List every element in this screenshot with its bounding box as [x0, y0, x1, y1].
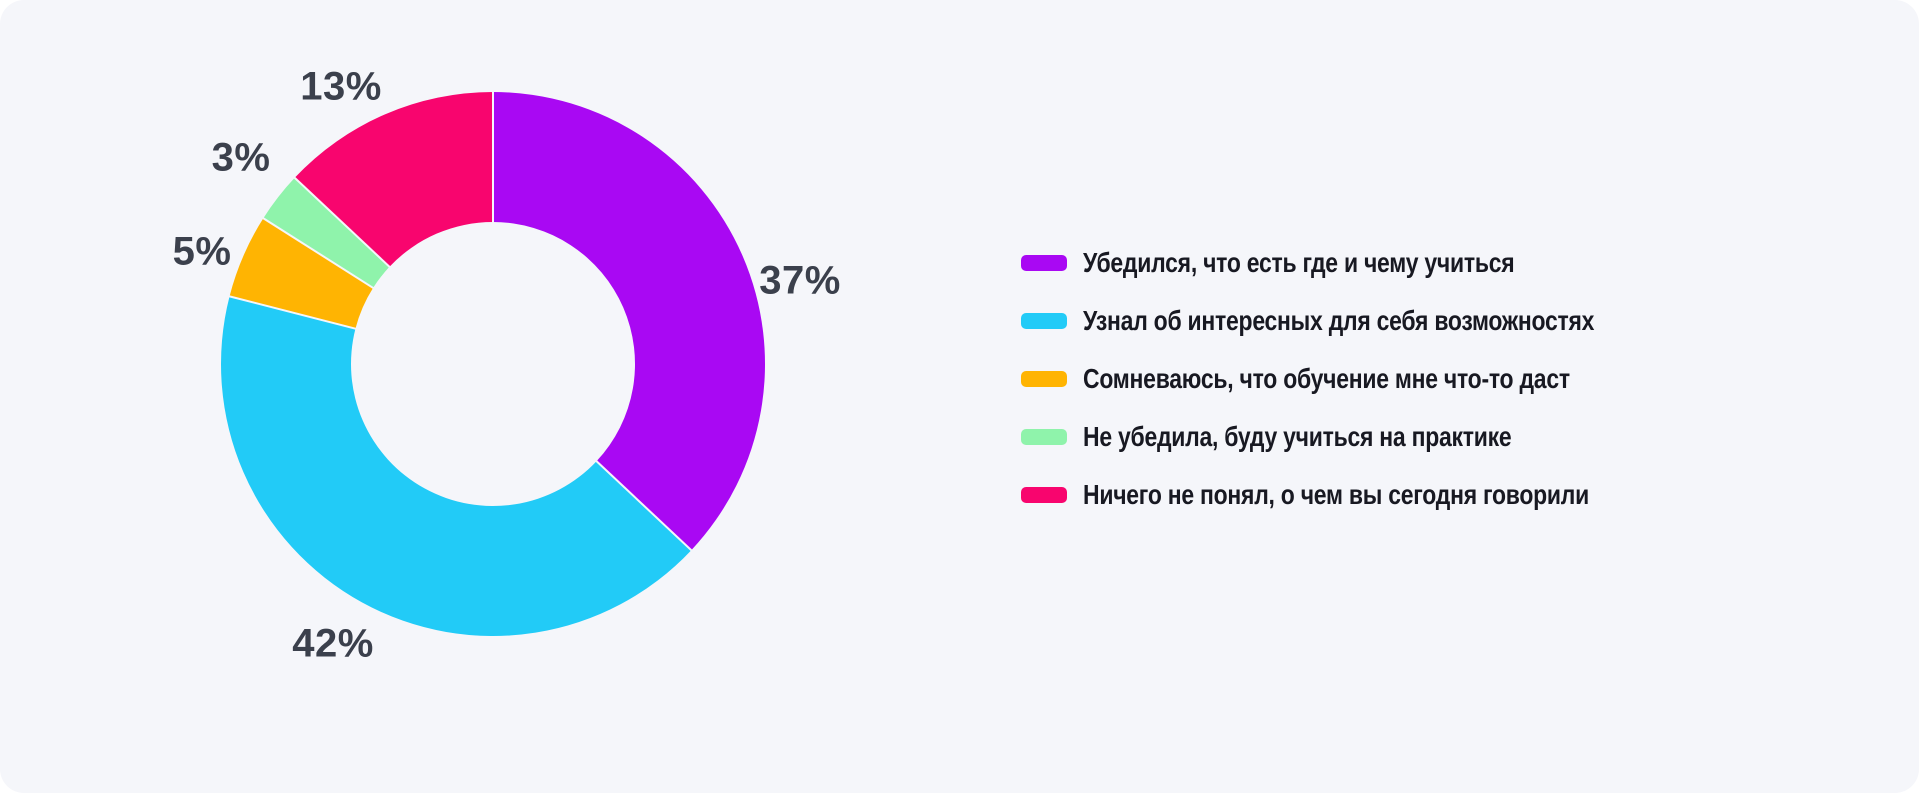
donut-slice-1 — [220, 296, 692, 637]
legend-item: Сомневаюсь, что обучение мне что-то даст — [1021, 362, 1706, 396]
legend-swatch-icon — [1021, 313, 1067, 329]
legend-label: Сомневаюсь, что обучение мне что-то даст — [1083, 363, 1570, 394]
donut-slice-2 — [229, 218, 374, 329]
legend-label: Узнал об интересных для себя возможностя… — [1083, 305, 1595, 336]
percent-label-5: 5% — [172, 229, 232, 274]
legend-item: Убедился, что есть где и чему учиться — [1021, 246, 1706, 280]
slice-separator — [595, 459, 693, 552]
donut-slice-0 — [493, 92, 766, 551]
legend-label: Ничего не понял, о чем вы сегодня говори… — [1083, 479, 1590, 510]
donut-slice-3 — [263, 177, 390, 288]
legend-item: Узнал об интересных для себя возможностя… — [1021, 304, 1706, 338]
legend-item: Ничего не понял, о чем вы сегодня говори… — [1021, 478, 1706, 512]
legend-swatch-icon — [1021, 487, 1067, 503]
percent-label-37: 37% — [759, 258, 841, 303]
legend-swatch-icon — [1021, 429, 1067, 445]
percent-label-42: 42% — [292, 621, 374, 666]
percent-label-13: 13% — [300, 64, 382, 109]
legend-label: Не убедила, буду учиться на практике — [1083, 421, 1512, 452]
legend-label: Убедился, что есть где и чему учиться — [1083, 247, 1515, 278]
chart-legend: Убедился, что есть где и чему учиться Уз… — [1021, 246, 1706, 512]
percent-label-3: 3% — [211, 135, 271, 180]
legend-swatch-icon — [1021, 255, 1067, 271]
legend-item: Не убедила, буду учиться на практике — [1021, 420, 1706, 454]
slice-separator — [261, 216, 375, 290]
slice-separator — [293, 176, 391, 269]
slice-separator — [228, 295, 357, 330]
legend-swatch-icon — [1021, 371, 1067, 387]
